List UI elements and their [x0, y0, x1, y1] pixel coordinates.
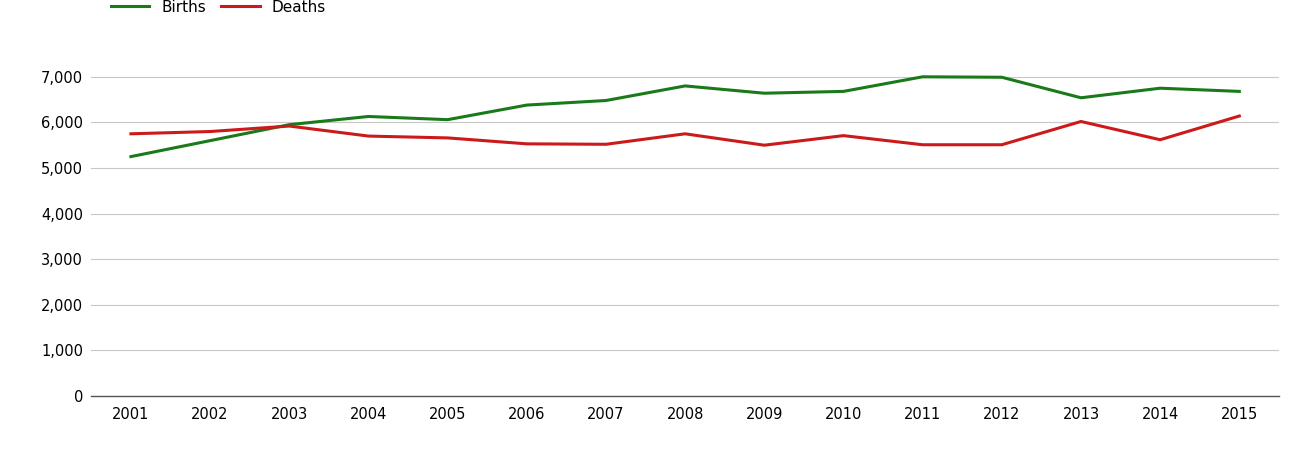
Births — [835, 89, 851, 94]
Births — [1073, 95, 1088, 100]
Deaths — [1232, 113, 1248, 119]
Deaths — [202, 129, 218, 134]
Deaths — [677, 131, 693, 136]
Deaths — [360, 133, 376, 139]
Deaths — [835, 133, 851, 138]
Births — [1152, 86, 1168, 91]
Deaths — [282, 123, 298, 129]
Deaths — [757, 143, 773, 148]
Births — [123, 154, 138, 159]
Line: Births: Births — [130, 77, 1240, 157]
Deaths — [915, 142, 930, 148]
Deaths — [1152, 137, 1168, 143]
Births — [757, 90, 773, 96]
Births — [440, 117, 455, 122]
Births — [994, 75, 1010, 80]
Deaths — [994, 142, 1010, 148]
Deaths — [519, 141, 535, 147]
Deaths — [440, 135, 455, 140]
Births — [598, 98, 613, 103]
Births — [202, 138, 218, 144]
Deaths — [123, 131, 138, 136]
Deaths — [598, 142, 613, 147]
Births — [519, 102, 535, 108]
Births — [282, 122, 298, 127]
Deaths — [1073, 119, 1088, 124]
Births — [1232, 89, 1248, 94]
Legend: Births, Deaths: Births, Deaths — [111, 0, 326, 15]
Births — [915, 74, 930, 80]
Line: Deaths: Deaths — [130, 116, 1240, 145]
Births — [360, 114, 376, 119]
Births — [677, 83, 693, 89]
